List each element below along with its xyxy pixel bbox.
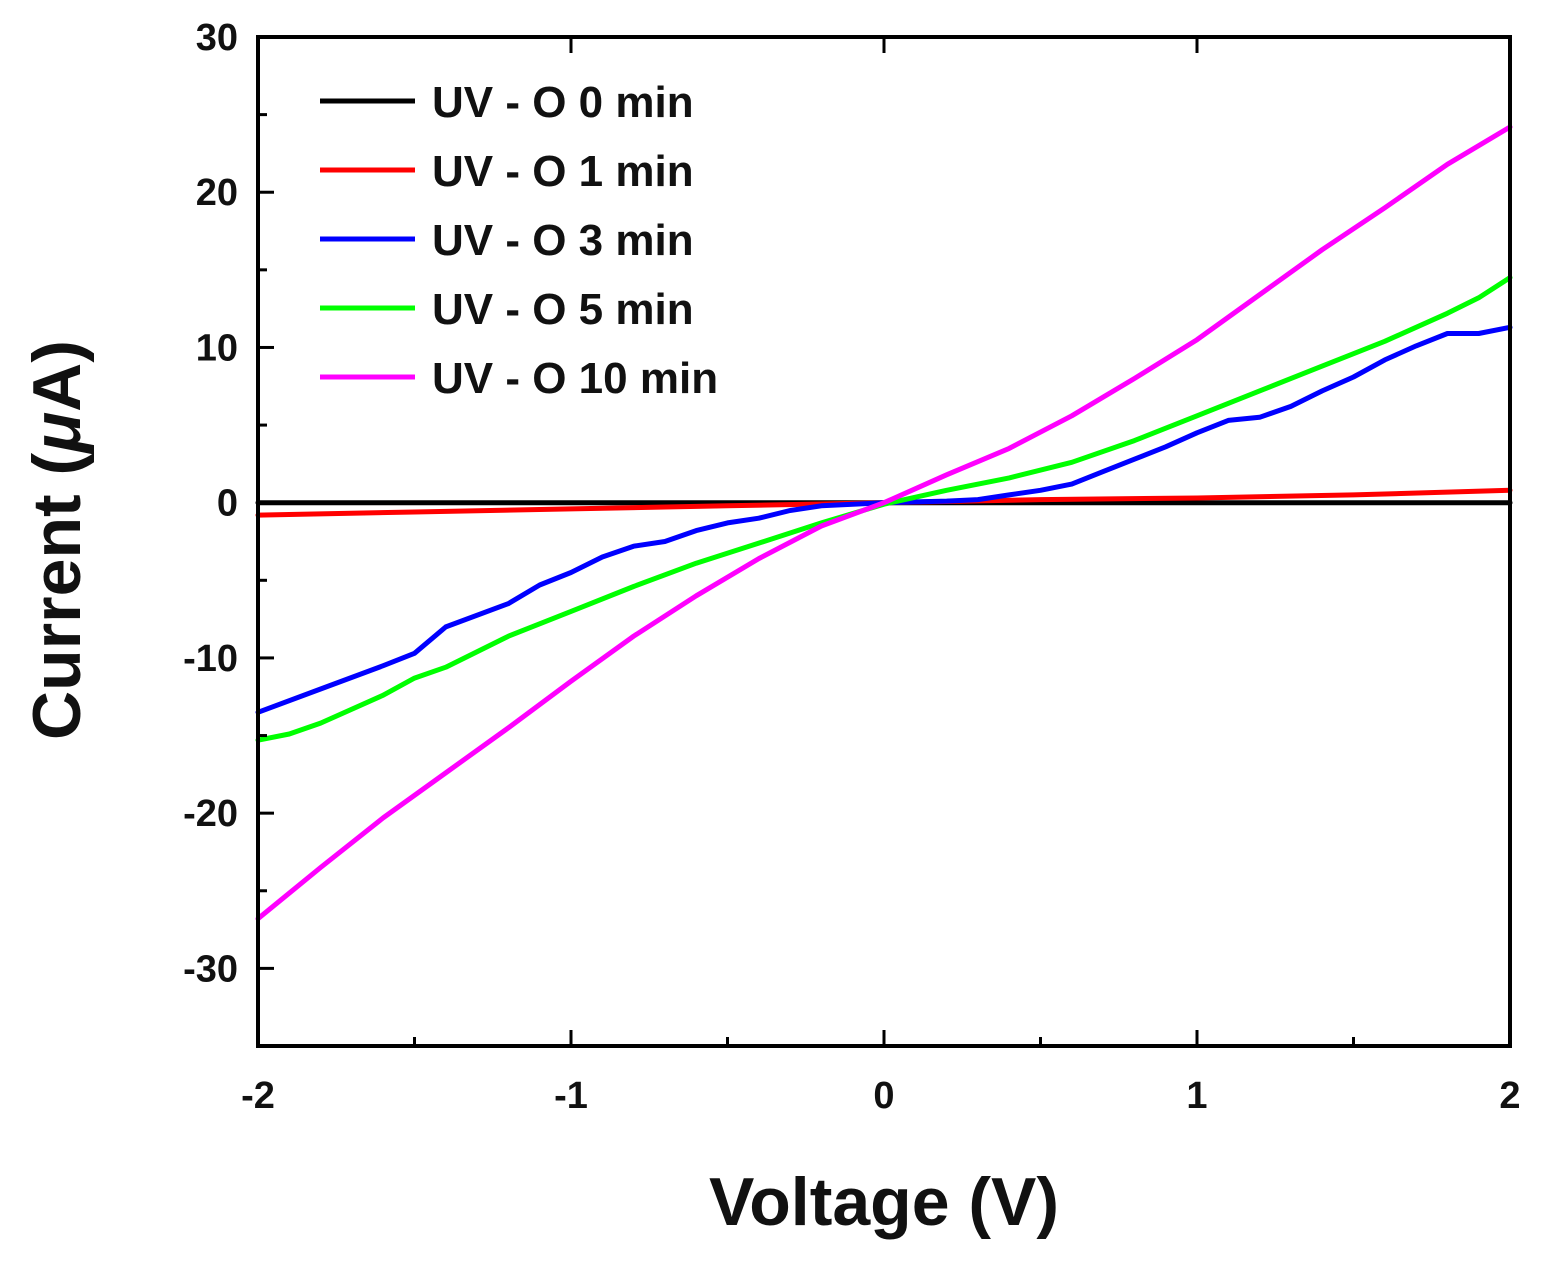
x-tick-label: -1 — [554, 1075, 588, 1117]
y-tick-label: -30 — [183, 948, 238, 990]
series-line-2 — [255, 324, 1513, 715]
legend-label-0: UV - O 0 min — [432, 78, 694, 127]
y-axis-title-mu: μ — [19, 412, 95, 455]
y-tick-label: 30 — [196, 17, 238, 59]
y-tick-label: -20 — [183, 793, 238, 835]
legend-label-1: UV - O 1 min — [432, 147, 694, 196]
y-tick-label: -10 — [183, 638, 238, 680]
series-line-4 — [255, 124, 1513, 922]
y-axis-title: Current (μA) — [19, 340, 95, 740]
x-tick-label: 0 — [873, 1075, 894, 1117]
y-tick-label: 10 — [196, 327, 238, 369]
legend-label-2: UV - O 3 min — [432, 216, 694, 265]
legend-label-3: UV - O 5 min — [432, 285, 694, 334]
y-axis-title-suffix: A) — [19, 340, 95, 412]
series-layer — [255, 124, 1513, 922]
x-axis-title: Voltage (V) — [709, 1164, 1059, 1240]
x-tick-label: -2 — [241, 1075, 275, 1117]
x-tick-label: 2 — [1499, 1075, 1520, 1117]
legend-label-4: UV - O 10 min — [432, 354, 718, 403]
y-tick-label: 20 — [196, 172, 238, 214]
y-tick-label: 0 — [217, 483, 238, 525]
y-axis-title-prefix: Current ( — [19, 452, 95, 739]
legend: UV - O 0 min UV - O 1 min UV - O 3 min UV -… — [320, 78, 718, 403]
x-tick-label: 1 — [1186, 1075, 1207, 1117]
